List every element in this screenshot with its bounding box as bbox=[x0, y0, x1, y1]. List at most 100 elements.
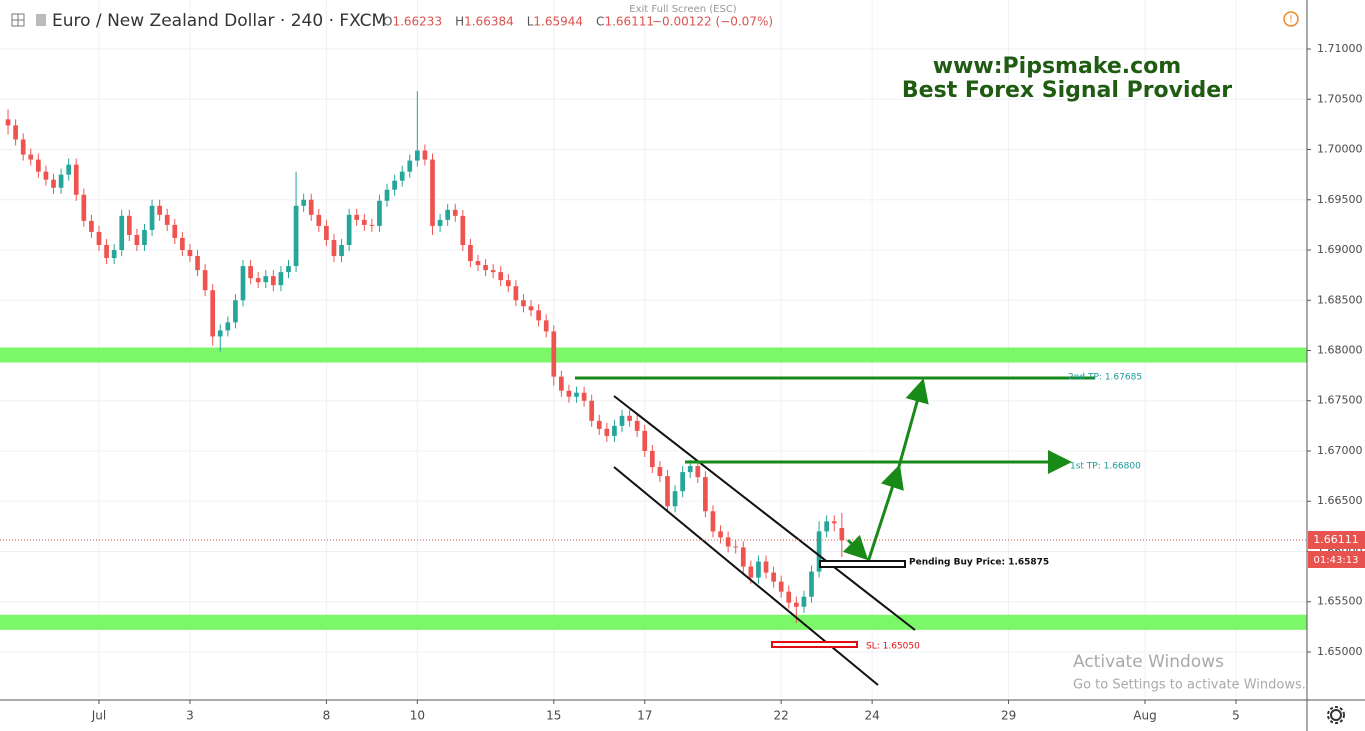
y-tick-label: 1.65500 bbox=[1317, 595, 1363, 608]
candle-body bbox=[831, 521, 837, 524]
candle-body bbox=[233, 300, 238, 323]
x-tick-label: Jul bbox=[91, 709, 106, 723]
candle-body bbox=[551, 331, 557, 377]
ohlc-key: C bbox=[596, 15, 604, 29]
settings-icon[interactable] bbox=[1327, 706, 1345, 724]
candle-body bbox=[627, 415, 632, 421]
y-tick-label: 1.67500 bbox=[1317, 394, 1363, 407]
candle-body bbox=[566, 390, 572, 397]
candle-body bbox=[28, 154, 34, 160]
candle-body bbox=[793, 602, 799, 607]
candle-body bbox=[809, 571, 814, 597]
candle-body bbox=[475, 261, 481, 266]
axes: 1.71000 1.70500 1.70000 1.69500 1.69000 1.685… bbox=[91, 42, 1363, 722]
sl-box bbox=[771, 641, 858, 648]
watermark: www:Pipsmake.com bbox=[933, 54, 1181, 79]
candle-body bbox=[270, 276, 276, 286]
fullscreen-hint[interactable]: Exit Full Screen (ESC) bbox=[629, 4, 737, 15]
ohlc-value: 1.66233 bbox=[392, 15, 442, 29]
ohlc-legend: O 1.66233 H 1.66384 L 1.65944 C 1.66111 bbox=[383, 15, 654, 29]
x-tick-label: 17 bbox=[637, 709, 652, 723]
candle-body bbox=[422, 150, 428, 160]
candle-body bbox=[695, 466, 701, 478]
candle-body bbox=[687, 466, 693, 473]
watermark: Best Forex Signal Provider bbox=[902, 78, 1232, 103]
candle-body bbox=[195, 256, 200, 271]
ohlc-key: O bbox=[383, 15, 392, 29]
candle-body bbox=[437, 219, 443, 226]
alert-icon: ! bbox=[1289, 14, 1293, 25]
arrow bbox=[866, 464, 904, 563]
y-axis-panel bbox=[1307, 0, 1365, 731]
pending-box bbox=[819, 560, 906, 568]
candles bbox=[5, 91, 845, 623]
candle-body bbox=[180, 237, 185, 251]
countdown: 01:43:13 bbox=[1314, 555, 1359, 566]
candle-body bbox=[801, 596, 807, 607]
candle-body bbox=[596, 420, 602, 429]
candle-body bbox=[649, 450, 655, 468]
x-tick-label: 22 bbox=[774, 709, 789, 723]
candle-body bbox=[316, 214, 322, 226]
candle-body bbox=[521, 300, 526, 307]
candle-body bbox=[202, 270, 208, 291]
alert-icon[interactable] bbox=[1283, 11, 1299, 27]
candle-body bbox=[308, 199, 314, 215]
candle-body bbox=[73, 164, 79, 195]
candle-body bbox=[217, 330, 223, 337]
annotation: Pending Buy Price: 1.65875 bbox=[909, 558, 1049, 568]
candle-body bbox=[672, 491, 678, 507]
candle-body bbox=[619, 415, 625, 426]
candle-body bbox=[248, 266, 253, 279]
candle-body bbox=[710, 511, 716, 532]
candle-body bbox=[293, 205, 299, 267]
symbol-icon bbox=[36, 14, 46, 26]
candle-body bbox=[369, 224, 375, 226]
ohlc-value: 1.66111 bbox=[604, 15, 654, 29]
candle-body bbox=[771, 572, 776, 582]
x-tick-label: 24 bbox=[865, 709, 880, 723]
candle-body bbox=[58, 174, 64, 188]
candle-body bbox=[361, 219, 367, 225]
candle-body bbox=[96, 231, 102, 245]
candle-body bbox=[89, 220, 94, 232]
candle-body bbox=[331, 239, 337, 257]
y-tick-label: 1.70000 bbox=[1317, 143, 1363, 156]
candle-body bbox=[104, 244, 109, 259]
candle-body bbox=[225, 322, 231, 331]
candle-body bbox=[43, 171, 49, 180]
price-tag bbox=[1308, 531, 1365, 549]
candle-body bbox=[483, 265, 488, 271]
candle-body bbox=[81, 194, 87, 221]
arrow bbox=[842, 534, 869, 561]
candle-body bbox=[756, 561, 761, 578]
annotation: 2nd TP: 1.67685 bbox=[1068, 373, 1142, 383]
candle-body bbox=[665, 476, 670, 507]
candle-body bbox=[680, 472, 685, 492]
candle-body bbox=[119, 215, 125, 251]
y-tick-label: 1.70500 bbox=[1317, 92, 1363, 105]
candle-body bbox=[142, 229, 147, 245]
candle-body bbox=[740, 547, 746, 567]
candle-body bbox=[612, 425, 617, 436]
candle-body bbox=[149, 205, 155, 230]
candle-body bbox=[164, 214, 170, 225]
x-tick-label: 29 bbox=[1001, 709, 1016, 723]
symbol-title[interactable]: Euro / New Zealand Dollar · 240 · FXCM bbox=[52, 11, 386, 31]
candle-body bbox=[20, 139, 26, 155]
candle-body bbox=[839, 528, 845, 541]
countdown-tag bbox=[1308, 551, 1365, 568]
candle-body bbox=[634, 420, 640, 431]
candle-body bbox=[642, 430, 648, 451]
candle-body bbox=[384, 189, 390, 201]
candle-body bbox=[559, 376, 564, 391]
y-tick-label: 1.67000 bbox=[1317, 444, 1363, 457]
x-tick-label: 8 bbox=[323, 709, 331, 723]
candle-body bbox=[513, 286, 519, 301]
candle-body bbox=[210, 290, 216, 337]
candle-body bbox=[263, 276, 269, 283]
candle-body bbox=[703, 477, 708, 512]
candle-body bbox=[505, 280, 511, 287]
x-tick-label: 10 bbox=[410, 709, 425, 723]
